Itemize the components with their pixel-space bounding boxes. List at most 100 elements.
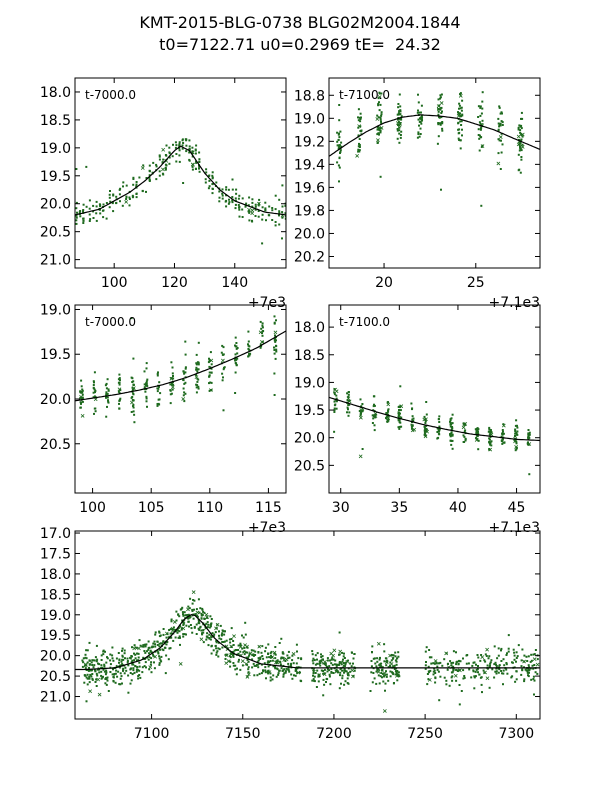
data-point xyxy=(361,403,364,405)
data-point xyxy=(194,149,197,152)
data-point xyxy=(267,665,270,668)
data-point xyxy=(150,661,153,664)
data-point xyxy=(526,442,529,445)
data-point xyxy=(194,167,197,170)
data-point xyxy=(119,200,121,203)
data-point xyxy=(189,597,192,600)
data-point xyxy=(350,651,353,654)
data-point xyxy=(235,192,238,195)
data-point xyxy=(419,117,421,120)
data-point xyxy=(156,640,159,643)
data-point xyxy=(446,663,449,665)
data-point xyxy=(346,677,349,680)
data-point xyxy=(205,168,208,171)
data-point xyxy=(159,634,162,637)
data-point xyxy=(225,194,228,197)
data-point xyxy=(178,635,181,638)
data-point xyxy=(92,659,95,662)
data-point xyxy=(513,651,516,654)
data-point xyxy=(382,680,385,683)
data-point xyxy=(317,680,320,683)
outlier-point xyxy=(436,104,441,108)
data-point xyxy=(481,691,483,694)
data-point xyxy=(162,158,165,161)
data-point xyxy=(534,671,537,674)
data-point xyxy=(436,427,439,430)
data-point xyxy=(392,654,395,657)
data-point xyxy=(166,641,169,643)
data-point xyxy=(387,410,390,413)
data-point xyxy=(191,602,194,605)
data-point xyxy=(532,653,535,656)
data-point xyxy=(125,184,128,187)
data-point xyxy=(178,630,181,633)
data-point xyxy=(211,174,214,177)
data-point xyxy=(267,652,269,655)
data-point xyxy=(489,443,492,446)
x-tick-label: 7250 xyxy=(407,726,443,742)
data-point xyxy=(271,209,274,212)
data-point xyxy=(473,687,476,690)
data-point xyxy=(460,109,463,112)
data-point xyxy=(392,682,395,685)
data-point xyxy=(152,653,154,656)
data-point xyxy=(105,683,108,686)
data-point xyxy=(505,668,508,671)
data-point xyxy=(107,389,110,392)
data-point xyxy=(287,662,290,665)
data-point xyxy=(501,433,504,436)
data-point xyxy=(397,655,400,658)
data-point xyxy=(321,658,324,661)
outlier-point xyxy=(373,411,378,416)
data-point xyxy=(299,679,302,682)
data-point xyxy=(145,643,148,646)
data-point xyxy=(185,144,188,147)
data-point xyxy=(396,679,399,682)
outlier-point xyxy=(246,672,251,677)
data-point xyxy=(171,366,174,369)
data-point xyxy=(99,212,102,215)
data-point xyxy=(372,417,375,420)
data-point xyxy=(96,674,99,677)
data-point xyxy=(275,675,278,678)
data-point xyxy=(497,138,500,141)
data-point xyxy=(468,668,471,671)
data-point xyxy=(412,419,415,422)
data-point xyxy=(228,201,231,204)
data-point xyxy=(199,607,202,610)
chart-panel-bottom: 17.017.518.018.519.019.520.020.521.07100… xyxy=(40,526,541,742)
data-point xyxy=(109,200,112,203)
data-point xyxy=(523,666,525,669)
data-point xyxy=(156,387,159,390)
data-point xyxy=(182,379,185,381)
data-point xyxy=(261,340,264,343)
data-point xyxy=(82,222,85,224)
data-point xyxy=(280,667,283,670)
data-point xyxy=(285,667,288,670)
data-point xyxy=(177,636,180,639)
data-point xyxy=(92,396,95,399)
data-point xyxy=(259,343,262,346)
data-point xyxy=(183,382,186,385)
outlier-point xyxy=(170,385,175,389)
data-point xyxy=(183,400,186,403)
data-point xyxy=(513,439,516,442)
data-point xyxy=(188,607,191,610)
data-point xyxy=(196,614,198,617)
data-point xyxy=(205,638,208,641)
data-point xyxy=(360,116,362,119)
data-point xyxy=(482,669,485,672)
data-point xyxy=(316,669,319,672)
data-point xyxy=(335,399,338,402)
data-point xyxy=(174,636,177,639)
axes-frame xyxy=(328,304,541,494)
data-point xyxy=(241,634,243,637)
data-point xyxy=(479,128,482,131)
outlier-point xyxy=(97,692,102,697)
data-point xyxy=(281,237,283,240)
data-point xyxy=(457,128,460,131)
data-point xyxy=(150,651,153,654)
data-point xyxy=(465,654,468,657)
data-point xyxy=(463,676,466,679)
data-point xyxy=(478,134,481,137)
